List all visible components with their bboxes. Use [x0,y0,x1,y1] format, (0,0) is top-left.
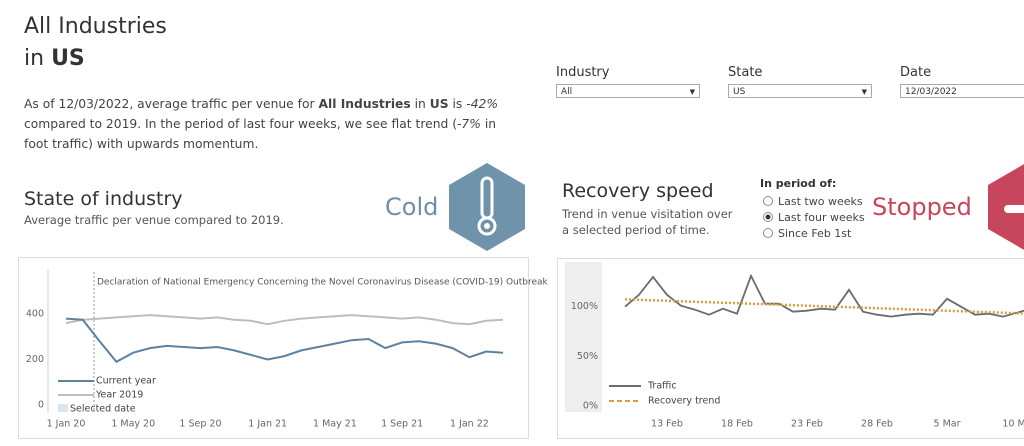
chart-panel [557,258,1024,439]
x-tick-label: 1 May 21 [313,419,357,430]
title-place: US [51,46,85,71]
date-input[interactable]: 12/03/2022 [900,84,1024,98]
series-line [65,314,504,326]
filter-label: Industry [556,65,610,80]
x-tick-label: 1 Jan 20 [47,419,86,430]
page-title-line2: in US [24,46,85,71]
x-tick-label: 1 Jan 21 [248,419,287,430]
x-tick-label: 1 Sep 20 [179,419,221,430]
status-label: Stopped [872,193,972,221]
radio-label: Last four weeks [778,211,865,224]
thermometer-dot [484,223,490,229]
summary-text: compared to 2019. In the period of last … [24,117,457,131]
state-dropdown[interactable]: US ▼ [728,84,872,98]
legend-label: Recovery trend [648,396,720,407]
period-label: In period of: [760,177,837,190]
series-line [65,317,504,364]
summary-text: is [448,97,467,111]
y-tick-label: 0 [38,400,44,411]
x-tick-label: 23 Feb [791,419,823,430]
x-tick-label: 13 Feb [651,419,683,430]
cold-icon [449,163,525,251]
legend-label: Traffic [647,381,677,392]
dropdown-value: US [733,87,746,97]
date-value: 12/03/2022 [905,87,957,97]
filter-label: Date [900,65,932,80]
thermometer-bulb [477,216,497,236]
radio-label: Last two weeks [778,195,863,208]
radio-option[interactable]: Last four weeks [763,211,865,224]
x-tick-label: 1 May 20 [111,419,155,430]
radio-circle [763,228,773,238]
radio-circle [763,196,773,206]
axis-band [565,262,602,412]
legend-swatch [58,404,68,412]
legend-label: Selected date [70,404,136,415]
x-tick-label: 1 Sep 21 [381,419,423,430]
series-line [624,298,1024,315]
summary-text: As of 12/03/2022, average traffic per ve… [24,97,319,111]
thermometer [480,176,494,220]
x-tick-label: 28 Feb [861,419,893,430]
summary-italic: -7% [457,117,481,131]
radio-label: Since Feb 1st [778,227,852,240]
y-tick-label: 200 [26,354,44,365]
chart-panel [18,257,529,439]
summary-bold: US [429,97,449,111]
radio-option[interactable]: Last two weeks [763,195,863,208]
stopped-bar [1004,205,1024,213]
industry-dropdown[interactable]: All ▼ [556,84,700,98]
section-subtitle: Trend in venue visitation over a selecte… [562,207,733,237]
summary-text: in foot traffic) with upwards momentum. [24,117,497,151]
x-tick-label: 10 Ma [1002,419,1024,430]
summary-text: in [410,97,430,111]
x-tick-label: 18 Feb [721,419,753,430]
title-in: in [24,46,45,71]
page-title: All Industries [24,14,167,39]
legend-label: Current year [96,376,156,387]
y-tick-label: 400 [26,309,44,320]
series-line [624,273,1024,318]
annotation: Declaration of National Emergency Concer… [97,278,549,288]
summary-bold: All Industries [318,97,411,111]
y-tick-label: 50% [577,351,598,362]
y-tick-label: 100% [571,301,598,312]
status-label: Cold [385,193,439,221]
radio-circle [763,212,773,222]
filter-label: State [728,65,763,80]
legend-label: Year 2019 [95,390,143,401]
summary: As of 12/03/2022, average traffic per ve… [24,94,514,154]
section-title: State of industry [24,188,183,210]
dropdown-arrow: ▼ [861,88,867,96]
section-title: Recovery speed [562,180,714,202]
stopped-icon [988,164,1024,250]
section-subtitle: Average traffic per venue compared to 20… [24,213,284,227]
x-tick-label: 5 Mar [934,419,961,430]
radio-option[interactable]: Since Feb 1st [763,227,851,240]
summary-italic: -42% [466,97,499,111]
y-tick-label: 0% [583,401,598,412]
dropdown-value: All [561,87,573,97]
x-tick-label: 1 Jan 22 [450,419,489,430]
dropdown-arrow: ▼ [689,88,695,96]
